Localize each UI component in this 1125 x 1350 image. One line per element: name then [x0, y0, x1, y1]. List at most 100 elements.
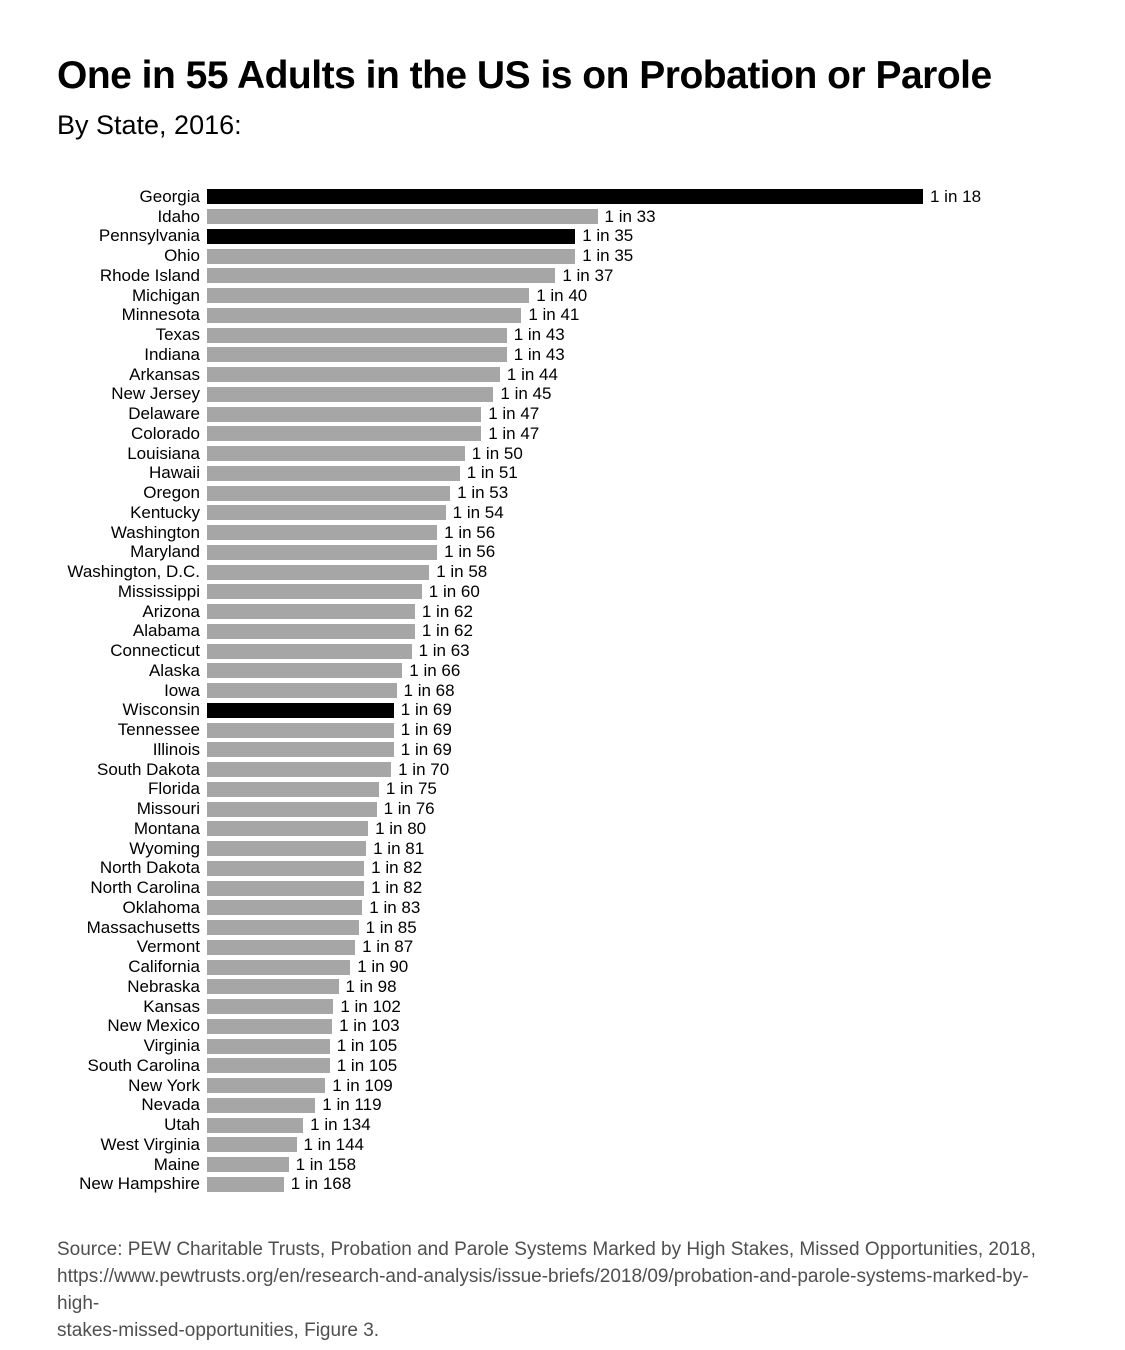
value-label: 1 in 35	[582, 246, 634, 266]
bar-row: Washington 1 in 56	[0, 523, 1125, 543]
bar-chart: Georgia 1 in 18 Idaho 1 in 33 Pennsylvania 1 …	[0, 187, 1125, 1194]
state-label: Wyoming	[129, 838, 200, 858]
bar-row: Oklahoma 1 in 83	[0, 898, 1125, 918]
value-label: 1 in 47	[488, 404, 540, 424]
value-label: 1 in 69	[400, 700, 452, 720]
state-label: Rhode Island	[99, 265, 200, 285]
state-label: West Virginia	[100, 1134, 200, 1154]
state-label: Idaho	[157, 206, 200, 226]
bar	[207, 288, 530, 304]
state-label: Maryland	[130, 542, 200, 562]
state-label: Nevada	[141, 1095, 200, 1115]
bar	[207, 1117, 304, 1133]
value-label: 1 in 134	[310, 1115, 371, 1135]
bar	[207, 801, 377, 817]
source-line-1: Source: PEW Charitable Trusts, Probation…	[57, 1239, 1036, 1260]
value-label: 1 in 56	[444, 522, 496, 542]
state-label: Mississippi	[117, 581, 200, 601]
bar-row: Oregon 1 in 53	[0, 483, 1125, 503]
state-label: Arizona	[142, 601, 200, 621]
bar-row: Ohio 1 in 35	[0, 246, 1125, 266]
state-label: Alaska	[148, 660, 200, 680]
value-label: 1 in 76	[383, 799, 435, 819]
bar	[207, 525, 438, 541]
state-label: Louisiana	[127, 443, 200, 463]
bar	[207, 900, 363, 916]
bar-row: Florida 1 in 75	[0, 779, 1125, 799]
value-label: 1 in 83	[369, 897, 421, 917]
state-label: New Mexico	[107, 1016, 200, 1036]
bar-row: Illinois 1 in 69	[0, 740, 1125, 760]
bar	[207, 268, 556, 284]
value-label: 1 in 18	[930, 186, 982, 206]
state-label: Massachusetts	[86, 917, 200, 937]
state-label: Wisconsin	[122, 700, 200, 720]
bar	[207, 406, 482, 422]
value-label: 1 in 35	[582, 226, 634, 246]
state-label: Illinois	[152, 739, 200, 759]
bar	[207, 1038, 330, 1054]
bar	[207, 248, 576, 264]
bar	[207, 228, 576, 244]
bar	[207, 327, 507, 343]
value-label: 1 in 69	[400, 720, 452, 740]
state-label: Connecticut	[110, 641, 200, 661]
state-label: Tennessee	[117, 720, 200, 740]
value-label: 1 in 80	[375, 818, 427, 838]
bar-row: Nevada 1 in 119	[0, 1095, 1125, 1115]
value-label: 1 in 103	[339, 1016, 400, 1036]
bar	[207, 742, 394, 758]
bar	[207, 643, 412, 659]
bar	[207, 564, 430, 580]
source-note: Source: PEW Charitable Trusts, Probation…	[57, 1236, 1067, 1344]
bar	[207, 1058, 330, 1074]
bar	[207, 821, 369, 837]
value-label: 1 in 70	[398, 759, 450, 779]
value-label: 1 in 63	[418, 641, 470, 661]
source-line-3: stakes-missed-opportunities, Figure 3.	[57, 1320, 380, 1341]
state-label: South Carolina	[87, 1055, 200, 1075]
bar	[207, 979, 339, 995]
bar-row: Rhode Island 1 in 37	[0, 266, 1125, 286]
bar-row: Kansas 1 in 102	[0, 997, 1125, 1017]
state-label: Hawaii	[148, 463, 200, 483]
state-label: Pennsylvania	[98, 226, 200, 246]
value-label: 1 in 82	[371, 878, 423, 898]
state-label: Washington	[110, 522, 200, 542]
state-label: New Jersey	[111, 384, 200, 404]
bar	[207, 367, 500, 383]
value-label: 1 in 47	[488, 423, 540, 443]
bar	[207, 347, 507, 363]
state-label: North Carolina	[90, 878, 200, 898]
value-label: 1 in 51	[466, 463, 518, 483]
value-label: 1 in 33	[604, 206, 656, 226]
state-label: Virginia	[143, 1036, 200, 1056]
state-label: New Hampshire	[79, 1174, 200, 1194]
bar-row: Indiana 1 in 43	[0, 345, 1125, 365]
bar-row: Louisiana 1 in 50	[0, 444, 1125, 464]
state-label: Iowa	[164, 680, 200, 700]
bar	[207, 544, 438, 560]
value-label: 1 in 37	[562, 265, 614, 285]
state-label: Montana	[133, 818, 200, 838]
bar	[207, 426, 482, 442]
bar-row: California 1 in 90	[0, 957, 1125, 977]
bar	[207, 189, 923, 205]
state-label: Ohio	[164, 246, 200, 266]
bar-row: South Carolina 1 in 105	[0, 1056, 1125, 1076]
bar-row: Michigan 1 in 40	[0, 286, 1125, 306]
value-label: 1 in 85	[365, 917, 417, 937]
state-label: Minnesota	[121, 305, 200, 325]
state-label: New York	[128, 1075, 200, 1095]
state-label: Vermont	[136, 937, 200, 957]
value-label: 1 in 54	[452, 502, 504, 522]
state-label: Oklahoma	[122, 897, 200, 917]
bar-row: Georgia 1 in 18	[0, 187, 1125, 207]
state-label: Delaware	[128, 404, 200, 424]
state-label: Nebraska	[127, 976, 200, 996]
value-label: 1 in 168	[290, 1174, 352, 1194]
bar-row: North Carolina 1 in 82	[0, 878, 1125, 898]
bar	[207, 1018, 333, 1034]
value-label: 1 in 105	[336, 1055, 398, 1075]
